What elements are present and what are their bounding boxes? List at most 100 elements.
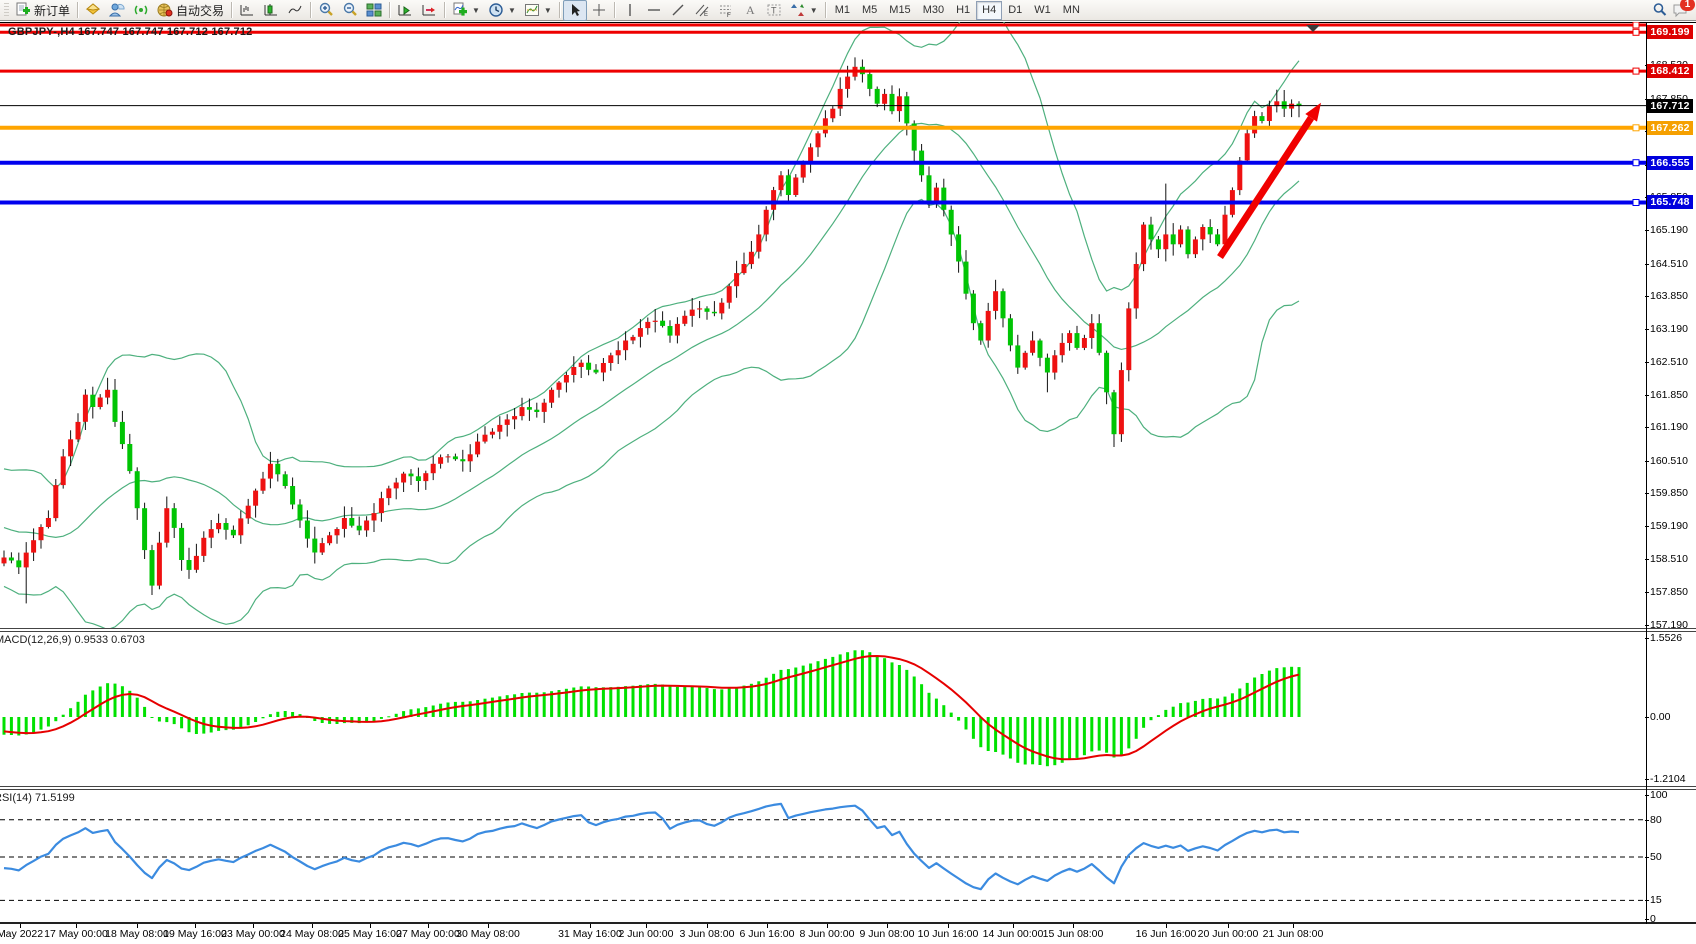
candle-body — [341, 518, 347, 529]
text-label-button[interactable]: T — [762, 0, 786, 21]
chart-shift-button[interactable] — [417, 0, 441, 21]
fibonacci-button[interactable]: F — [714, 0, 738, 21]
candle-body — [1222, 214, 1228, 245]
toolbar-grip[interactable] — [4, 3, 9, 17]
chat-button[interactable]: 1 — [1672, 0, 1695, 18]
hline-handle[interactable] — [1632, 124, 1640, 132]
candle-body — [1007, 318, 1013, 346]
templates-button[interactable]: ▼ — [520, 0, 556, 21]
macd-histogram-bar — [365, 717, 369, 723]
macd-histogram-bar — [883, 658, 887, 717]
vertical-line-button[interactable] — [618, 0, 642, 21]
candle-body — [1096, 323, 1102, 353]
search-button[interactable] — [1648, 0, 1672, 21]
price-badge: 169.199 — [1647, 25, 1693, 39]
candle-body — [1015, 345, 1021, 368]
auto-scroll-button[interactable] — [393, 0, 417, 21]
macd-histogram-bar — [217, 717, 221, 731]
panel-separator[interactable] — [0, 786, 1696, 790]
zoom-in-button[interactable] — [314, 0, 338, 21]
signals-button[interactable] — [129, 0, 153, 21]
periods-button[interactable]: ▼ — [484, 0, 520, 21]
macd-histogram-bar — [971, 717, 975, 739]
channel-button[interactable]: E — [690, 0, 714, 21]
separator — [824, 2, 826, 18]
macd-histogram-bar — [957, 717, 961, 721]
price-tick: 157.850 — [1650, 586, 1688, 598]
tab-timeframe-m15[interactable]: M15 — [889, 4, 911, 16]
bar-chart-button[interactable] — [235, 0, 259, 21]
hline-handle[interactable] — [1632, 28, 1640, 36]
gold-button[interactable] — [81, 0, 105, 21]
macd-histogram-bar — [920, 684, 924, 717]
horizontal-line-icon — [647, 9, 660, 11]
time-tick — [1013, 924, 1014, 928]
tile-windows-button[interactable] — [362, 0, 386, 21]
tab-timeframe-mn[interactable]: MN — [1062, 4, 1080, 16]
indicators-button[interactable]: ▼ — [448, 0, 484, 21]
price-tick: 160.510 — [1650, 455, 1688, 467]
time-label: 6 Jun 16:00 — [739, 928, 795, 940]
candle-body — [1266, 106, 1272, 121]
panel-separator[interactable] — [0, 628, 1696, 632]
chart-shift-marker[interactable] — [1306, 25, 1320, 32]
tab-timeframe-h1[interactable]: H1 — [956, 4, 971, 16]
time-axis[interactable]: May 2022 17 May 00:00 18 May 08:00 19 Ma… — [0, 924, 1696, 944]
horizontal-line-button[interactable] — [642, 0, 666, 21]
candle-body — [82, 394, 88, 422]
tab-timeframe-m30[interactable]: M30 — [922, 4, 945, 16]
crosshair-button[interactable] — [587, 0, 611, 21]
candlestick-plot[interactable] — [0, 22, 1696, 628]
macd-histogram-bar — [128, 690, 132, 717]
candle-body — [319, 543, 325, 553]
macd-histogram-bar — [846, 652, 850, 717]
new-order-button[interactable]: 新订单 — [11, 0, 74, 21]
zoom-out-button[interactable] — [338, 0, 362, 21]
tab-timeframe-m1[interactable]: M1 — [834, 4, 850, 16]
tick-mark — [1645, 493, 1649, 494]
candle-body — [1252, 116, 1258, 134]
rsi-panel[interactable] — [0, 790, 1696, 922]
candle-body — [260, 478, 266, 491]
macd-histogram-bar — [468, 701, 472, 717]
price-axis[interactable]: 168.530 167.850 167.190 166.510 165.850 … — [1645, 22, 1696, 925]
macd-histogram-bar — [1097, 717, 1101, 751]
macd-histogram-bar — [1208, 698, 1212, 717]
macd-histogram-bar — [831, 656, 835, 717]
tab-timeframe-w1[interactable]: W1 — [1034, 4, 1051, 16]
macd-histogram-bar — [535, 692, 539, 717]
macd-histogram-bar — [927, 692, 931, 717]
community-button[interactable] — [105, 0, 129, 21]
autotrading-button[interactable]: 自动交易 — [153, 0, 228, 21]
price-tick: 162.510 — [1650, 356, 1688, 368]
svg-text:A: A — [746, 3, 755, 17]
candle-body — [1178, 229, 1184, 245]
hline-handle[interactable] — [1632, 199, 1640, 206]
macd-histogram-bar — [1282, 667, 1286, 717]
hline-handle[interactable] — [1632, 67, 1640, 75]
hline-handle[interactable] — [1632, 22, 1640, 29]
tab-timeframe-m5[interactable]: M5 — [862, 4, 878, 16]
macd-histogram-bar — [1053, 717, 1057, 766]
trendline-button[interactable] — [666, 0, 690, 21]
tab-timeframe-d1[interactable]: D1 — [1008, 4, 1023, 16]
text-button[interactable]: A — [738, 0, 762, 21]
candle-body — [475, 441, 481, 455]
candlestick-chart-button[interactable] — [259, 0, 283, 21]
trend-arrow[interactable] — [1217, 115, 1315, 260]
candle-body — [164, 508, 170, 543]
macd-panel[interactable] — [0, 632, 1696, 786]
tab-timeframe-h4[interactable]: H4 — [976, 0, 1003, 20]
candle-body — [911, 123, 917, 151]
candle-body — [275, 463, 281, 475]
candle-body — [1037, 340, 1043, 358]
time-tick — [253, 924, 254, 928]
macd-histogram-bar — [727, 688, 731, 717]
line-chart-button[interactable] — [283, 0, 307, 21]
arrows-button[interactable]: ▼ — [786, 0, 822, 21]
candle-body — [623, 340, 629, 351]
hline-handle[interactable] — [1632, 159, 1640, 167]
candle-body — [697, 308, 703, 310]
time-tick — [370, 924, 371, 928]
cursor-button[interactable] — [562, 0, 587, 21]
